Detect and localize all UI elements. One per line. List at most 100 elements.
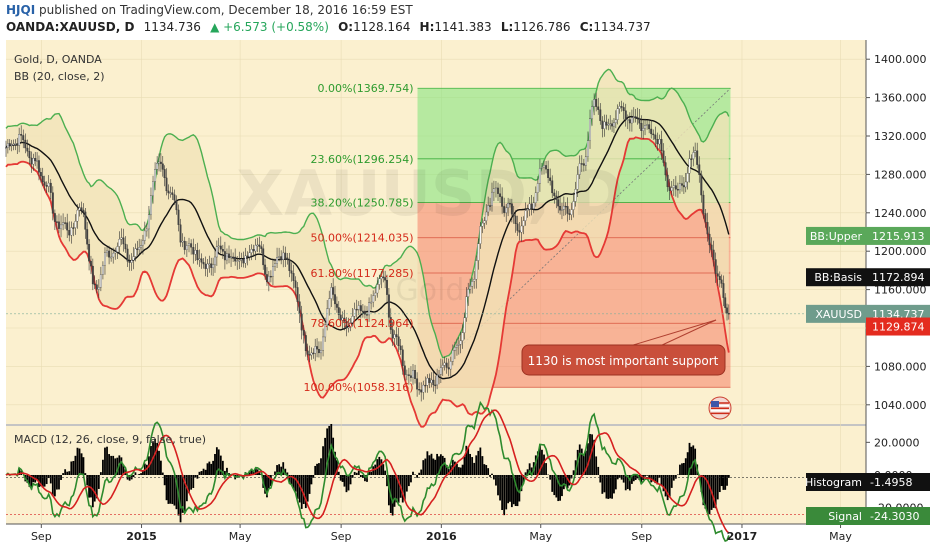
last-price-label-name: XAUUSD	[815, 308, 862, 321]
candle-body	[140, 245, 143, 248]
macd-histogram-bar	[93, 475, 96, 502]
candle-body	[171, 192, 174, 195]
macd-histogram-bar	[284, 468, 287, 475]
candle-body	[611, 123, 614, 127]
candle-body	[666, 174, 669, 187]
last-price: 1134.736	[143, 20, 201, 34]
macd-histogram-bar	[692, 445, 695, 475]
fib-level-label: 38.20%(1250.785)	[311, 196, 414, 209]
candle-body	[141, 240, 144, 246]
macd-histogram-bar	[198, 471, 201, 475]
macd-histogram-bar	[202, 468, 205, 475]
y-tick-label: 1280.000	[874, 168, 927, 181]
candle-body	[401, 349, 404, 366]
macd-histogram-bar	[169, 475, 172, 504]
candle-body	[158, 161, 160, 164]
candle-body	[465, 296, 468, 318]
flag-canton	[711, 401, 719, 407]
candle-body	[532, 202, 535, 210]
macd-histogram-bar	[359, 475, 362, 478]
macd-histogram-bar	[467, 448, 470, 475]
candle-body	[258, 244, 261, 247]
candle-body	[39, 172, 42, 177]
candle-body	[420, 389, 423, 393]
signal-label-name-bg	[806, 507, 866, 525]
candle-body	[426, 377, 429, 386]
candle-body	[355, 308, 358, 311]
candle-body	[82, 209, 85, 213]
candle-body	[541, 167, 543, 169]
macd-histogram-bar	[306, 475, 309, 502]
macd-histogram-bar	[539, 444, 541, 475]
candle-body	[14, 143, 17, 145]
candle-body	[682, 185, 685, 188]
candle-body	[622, 107, 625, 111]
candle-body	[214, 256, 216, 266]
candle-body	[605, 121, 608, 126]
macd-histogram-bar	[349, 475, 352, 485]
macd-histogram-bar	[163, 475, 166, 486]
macd-histogram-bar	[530, 467, 533, 475]
candle-body	[485, 211, 488, 221]
candle-body	[147, 214, 150, 230]
candle-body	[177, 209, 180, 225]
publish-line: HJQI published on TradingView.com, Decem…	[6, 3, 413, 17]
histogram-label: Histogram -1.4958	[805, 473, 930, 491]
candle-body	[489, 205, 492, 207]
candle-body	[10, 144, 13, 146]
author-name[interactable]: HJQI	[6, 3, 36, 17]
candle-body	[716, 273, 719, 277]
candle-body	[32, 158, 35, 165]
macd-histogram-bar	[434, 459, 437, 475]
candle-body	[266, 274, 268, 283]
candle-body	[254, 244, 257, 252]
candle-body	[628, 119, 631, 124]
candle-body	[156, 163, 159, 170]
macd-histogram-bar	[280, 466, 283, 475]
candle-body	[236, 260, 239, 262]
macd-histogram-bar	[418, 472, 421, 475]
candle-body	[700, 174, 703, 196]
candle-body	[234, 256, 237, 262]
candle-body	[114, 251, 117, 254]
macd-histogram-bar	[188, 475, 190, 494]
macd-histogram-bar	[545, 463, 547, 475]
y-tick-label: 1400.000	[874, 53, 927, 66]
macd-histogram-bar	[716, 475, 719, 500]
macd-histogram-bar	[56, 475, 58, 490]
candle-body	[652, 133, 655, 136]
macd-histogram-bar	[397, 475, 400, 503]
candle-body	[692, 152, 695, 159]
macd-histogram-bar	[264, 475, 266, 494]
macd-histogram-bar	[493, 475, 495, 480]
candle-body	[240, 259, 243, 261]
candle-body	[70, 227, 73, 236]
candle-body	[443, 362, 446, 366]
candle-body	[656, 139, 659, 145]
macd-histogram-bar	[609, 475, 612, 499]
candle-body	[298, 301, 301, 314]
candle-body	[607, 124, 610, 126]
candle-body	[206, 263, 209, 269]
macd-histogram-bar	[106, 446, 108, 475]
macd-histogram-bar	[595, 456, 598, 475]
candle-body	[632, 116, 635, 118]
candle-body	[179, 224, 182, 243]
macd-histogram-bar	[298, 475, 301, 503]
candle-body	[334, 294, 336, 305]
macd-histogram-bar	[514, 475, 517, 507]
macd-histogram-bar	[401, 475, 404, 503]
candle-body	[557, 199, 560, 207]
candle-body	[591, 106, 594, 119]
candle-body	[491, 191, 493, 206]
candle-body	[91, 265, 94, 285]
bb-lower-label-value: 1129.874	[872, 321, 925, 334]
candle-body	[644, 125, 646, 129]
macd-histogram-bar	[483, 464, 486, 475]
candle-body	[397, 336, 400, 347]
macd-histogram-bar	[439, 454, 442, 475]
macd-histogram-bar	[477, 450, 480, 475]
candle-body	[132, 256, 135, 261]
macd-histogram-bar	[626, 475, 629, 490]
